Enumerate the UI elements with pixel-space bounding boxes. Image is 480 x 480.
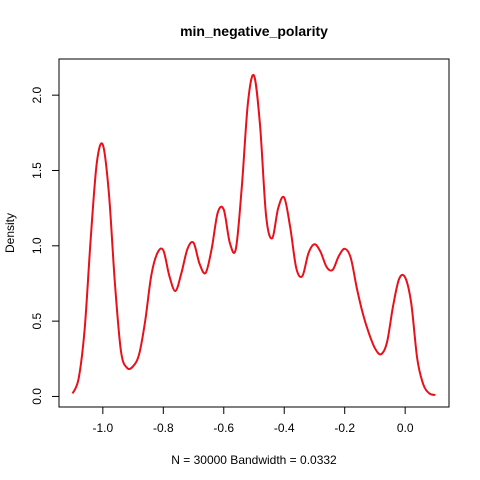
x-axis: -1.0 -0.8 -0.6 -0.4 -0.2 0.0 xyxy=(92,406,414,435)
x-tick-label: -0.6 xyxy=(213,421,234,435)
y-tick-label: 1.0 xyxy=(30,237,44,254)
y-axis: 0.0 0.5 1.0 1.5 2.0 xyxy=(30,86,60,405)
y-axis-label: Density xyxy=(3,213,17,253)
x-tick-label: -0.8 xyxy=(153,421,174,435)
y-tick-label: 0.5 xyxy=(30,312,44,329)
plot-frame xyxy=(58,58,450,408)
y-tick-label: 1.5 xyxy=(30,162,44,179)
x-tick-label: -0.2 xyxy=(334,421,355,435)
y-tick-label: 0.0 xyxy=(30,388,44,405)
x-tick-label: 0.0 xyxy=(397,421,414,435)
x-axis-label: N = 30000 Bandwidth = 0.0332 xyxy=(171,453,337,467)
y-tick-label: 2.0 xyxy=(30,86,44,103)
density-line xyxy=(71,73,436,396)
x-tick-label: -0.4 xyxy=(274,421,295,435)
x-tick-label: -1.0 xyxy=(92,421,113,435)
chart-title: min_negative_polarity xyxy=(180,23,328,39)
